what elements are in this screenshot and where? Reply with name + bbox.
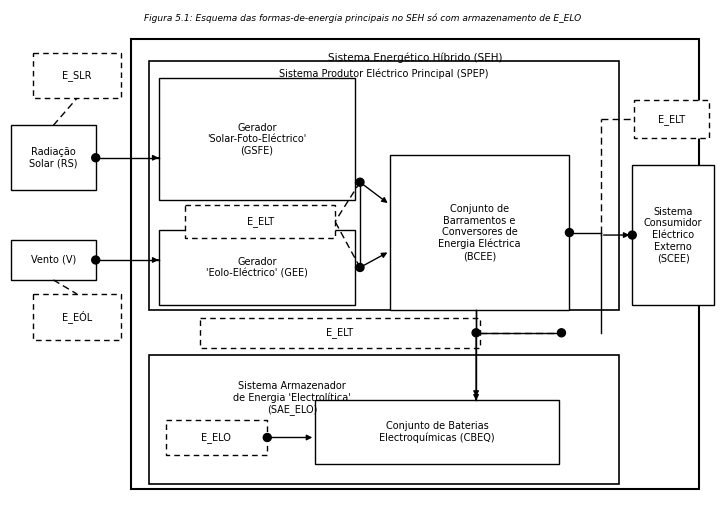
Text: Vento (V): Vento (V) xyxy=(30,255,76,265)
Bar xyxy=(634,101,709,138)
Bar xyxy=(200,318,480,348)
Circle shape xyxy=(92,154,100,162)
Text: Conjunto de
Barramentos e
Conversores de
Energia Eléctrica
(BCEE): Conjunto de Barramentos e Conversores de… xyxy=(439,204,521,261)
Text: Conjunto de Baterias
Electroquímicas (CBEQ): Conjunto de Baterias Electroquímicas (CB… xyxy=(379,421,495,443)
Circle shape xyxy=(263,433,271,441)
Bar xyxy=(11,240,96,280)
Circle shape xyxy=(566,229,573,237)
Text: Sistema
Consumidor
Eléctrico
Externo
(SCEE): Sistema Consumidor Eléctrico Externo (SC… xyxy=(644,207,703,263)
Text: E_ELT: E_ELT xyxy=(326,327,354,338)
Text: Sistema Produtor Eléctrico Principal (SPEP): Sistema Produtor Eléctrico Principal (SP… xyxy=(279,68,489,79)
Bar xyxy=(315,400,560,464)
Bar xyxy=(33,294,120,340)
Text: E_ELT: E_ELT xyxy=(247,216,274,227)
Text: E_SLR: E_SLR xyxy=(62,70,91,81)
Text: E_ELT: E_ELT xyxy=(658,114,685,125)
Bar xyxy=(130,39,699,489)
Bar xyxy=(11,125,96,190)
Circle shape xyxy=(356,264,364,271)
Circle shape xyxy=(472,329,480,337)
Bar xyxy=(149,355,619,484)
Bar xyxy=(149,60,619,310)
Bar xyxy=(165,420,268,456)
Circle shape xyxy=(558,329,566,337)
Circle shape xyxy=(356,178,364,186)
Text: Sistema Energético Híbrido (SEH): Sistema Energético Híbrido (SEH) xyxy=(328,52,502,62)
Bar xyxy=(33,52,120,99)
Text: E_ELO: E_ELO xyxy=(202,432,231,443)
Bar xyxy=(390,155,569,310)
Bar xyxy=(632,165,714,305)
Bar xyxy=(159,230,355,305)
Bar xyxy=(186,205,335,238)
Text: Figura 5.1: Esquema das formas-de-energia principais no SEH só com armazenamento: Figura 5.1: Esquema das formas-de-energi… xyxy=(144,14,581,23)
Text: Sistema Armazenador
de Energia 'Electrolítica'
(SAE_ELO): Sistema Armazenador de Energia 'Electrol… xyxy=(233,380,351,416)
Circle shape xyxy=(629,231,637,239)
Bar xyxy=(159,78,355,200)
Text: Gerador
'Eolo-Eléctrico' (GEE): Gerador 'Eolo-Eléctrico' (GEE) xyxy=(206,257,307,278)
Text: Gerador
'Solar-Foto-Eléctrico'
(GSFE): Gerador 'Solar-Foto-Eléctrico' (GSFE) xyxy=(207,123,307,156)
Text: Radiação
Solar (RS): Radiação Solar (RS) xyxy=(29,147,78,169)
Circle shape xyxy=(92,256,100,264)
Text: E_EÓL: E_EÓL xyxy=(62,310,92,323)
